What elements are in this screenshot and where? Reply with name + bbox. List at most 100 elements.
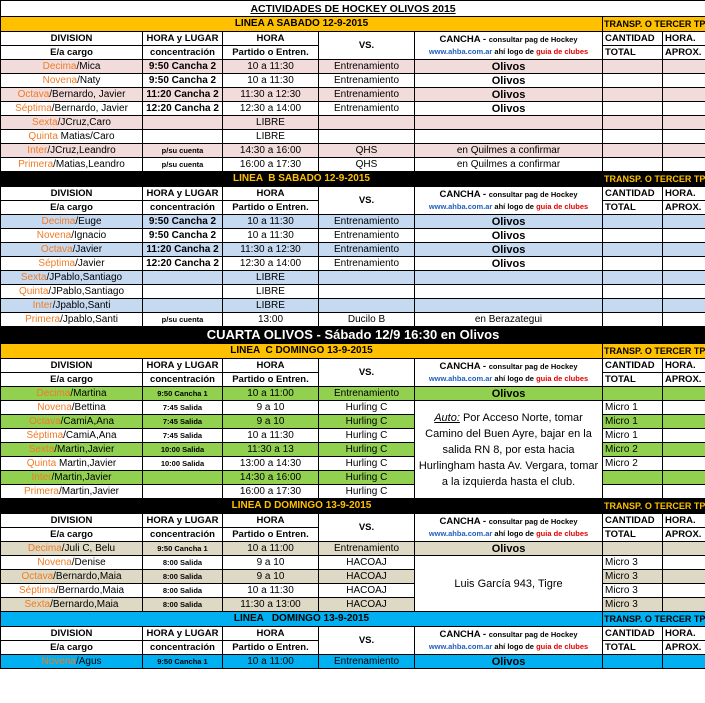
title-row: ACTIVIDADES DE HOCKEY OLIVOS 2015 [0, 0, 705, 17]
division-cell: Octava/Javier [0, 242, 143, 257]
vs-cell: Entrenamiento [318, 256, 415, 271]
cantidad-cell: Micro 3 [602, 597, 663, 612]
cantidad-cell [602, 284, 663, 299]
division-name: Decima [36, 387, 71, 399]
transp-label: TRANSP. O TERCER TPO [601, 611, 705, 627]
vs-cell: Hurling C [318, 456, 415, 471]
division-staff: /JPablo,Santiago [46, 271, 123, 283]
table-row: Sexta/JCruz,Caro LIBRE [0, 115, 705, 130]
hora-aprox-cell [661, 484, 705, 499]
cancha-label: CANCHA - [439, 188, 489, 200]
cantidad-cell: Micro 1 [602, 428, 663, 443]
division-name: Primera [25, 313, 61, 325]
header-partido: Partido o Entren. [222, 527, 319, 542]
header-ea-cargo: E/a cargo [0, 200, 143, 215]
column-header-row: DIVISION HORA y LUGAR HORA VS. CANCHA - cons… [0, 358, 705, 387]
division-name: Sexta [20, 271, 47, 283]
cancha-url: www.ahba.com.ar [428, 373, 493, 383]
hora-aprox-cell [661, 87, 705, 102]
table-row: Séptima/Javier 12:20 Cancha 2 12:30 a 14:0… [0, 256, 705, 271]
schedule-table: ACTIVIDADES DE HOCKEY OLIVOS 2015 LINEA … [0, 0, 705, 669]
hora-aprox-cell [661, 228, 705, 243]
table-row: Séptima/Bernardo, Javier 12:20 Cancha 2 12… [0, 101, 705, 116]
concentracion-cell: 11:20 Cancha 2 [142, 87, 223, 102]
cancha-merged-cell: Auto: Por Acceso Norte, tomar Camino del… [414, 400, 603, 499]
cancha-guia: guia de clubes [536, 46, 589, 56]
hora-cell: 10 a 11:00 [222, 654, 319, 669]
division-name: Octava [21, 570, 54, 582]
vs-cell: HACOAJ [318, 555, 415, 570]
header-partido: Partido o Entren. [222, 640, 319, 655]
division-cell: Sexta/Martin,Javier [0, 442, 143, 457]
concentracion-cell: 12:20 Cancha 2 [142, 256, 223, 271]
division-cell: Decima/Juli C, Belu [0, 541, 143, 556]
table-row: Novena/Agus 9:50 Cancha 1 10 a 11:00 Entren… [0, 654, 705, 669]
division-staff: /Matias,Leandro [53, 158, 125, 170]
vs-cell [318, 115, 415, 130]
division-staff: /Bernardo,Maia [55, 584, 125, 596]
division-cell: Octava/Bernardo, Javier [0, 87, 143, 102]
division-name: Novena [36, 229, 72, 241]
cancha-cell: Olivos [414, 386, 603, 401]
header-cantidad: CANTIDAD [602, 31, 663, 46]
section-title: LINEA D DOMINGO 13-9-2015 [0, 498, 603, 514]
division-cell: Quinta Matias/Caro [0, 129, 143, 144]
header-hora-lugar: HORA y LUGAR [142, 358, 223, 373]
division-cell: Decima/Euge [0, 214, 143, 229]
vs-cell: HACOAJ [318, 569, 415, 584]
hora-aprox-cell [661, 569, 705, 584]
division-staff: /Ignacio [71, 229, 107, 241]
vs-cell [318, 129, 415, 144]
cancha-cell: Olivos [414, 228, 603, 243]
concentracion-cell: 9:50 Cancha 1 [142, 541, 223, 556]
header-total: TOTAL [602, 45, 663, 60]
header-concentracion: concentración [142, 527, 223, 542]
division-cell: Quinta/JPablo,Santiago [0, 284, 143, 299]
cantidad-cell [602, 143, 663, 158]
division-name: Séptima [38, 257, 76, 269]
concentracion-cell: 8:00 Salida [142, 569, 223, 584]
header-hora-aprox: HORA. [661, 513, 705, 528]
cancha-url: www.ahba.com.ar [428, 641, 493, 651]
hora-cell: 11:30 a 13 [222, 442, 319, 457]
cancha-ahi: ahí logo de [492, 201, 537, 211]
header-vs: VS. [318, 186, 415, 215]
cantidad-cell: Micro 2 [602, 456, 663, 471]
division-staff: /Martin,Javier [59, 485, 120, 497]
concentracion-cell: 10:00 Salida [142, 442, 223, 457]
division-cell: Decima/Mica [0, 59, 143, 74]
cancha-directions: Por Acceso Norte, tomar Camino del Buen … [418, 411, 599, 488]
cancha-consult: consultar pag de Hockey [488, 629, 578, 639]
hora-cell: 13:00 a 14:30 [222, 456, 319, 471]
cantidad-cell: Micro 2 [602, 442, 663, 457]
hora-aprox-cell [661, 428, 705, 443]
hora-aprox-cell [661, 157, 705, 172]
division-name: Decima [41, 215, 76, 227]
cancha-guia: guia de clubes [536, 201, 589, 211]
division-cell: Novena/Agus [0, 654, 143, 669]
cantidad-cell [602, 541, 663, 556]
division-name: Séptima [18, 584, 56, 596]
division-name: Sexta [24, 598, 51, 610]
table-row: Octava/Bernardo, Javier 11:20 Cancha 2 11:… [0, 87, 705, 102]
division-staff: /Denise [71, 556, 106, 568]
hora-cell: LIBRE [222, 298, 319, 313]
division-cell: Séptima/Javier [0, 256, 143, 271]
cancha-consult: consultar pag de Hockey [488, 189, 578, 199]
header-partido: Partido o Entren. [222, 45, 319, 60]
table-row: Novena/Naty 9:50 Cancha 2 10 a 11:30 Entren… [0, 73, 705, 88]
header-total: TOTAL [602, 640, 663, 655]
concentracion-cell: 8:00 Salida [142, 583, 223, 598]
vs-cell [318, 284, 415, 299]
division-name: Octava [40, 243, 73, 255]
cancha-label: CANCHA - [439, 628, 489, 640]
division-name: Octava [28, 415, 61, 427]
hora-cell: 9 a 10 [222, 555, 319, 570]
division-staff: /Martina [70, 387, 107, 399]
cancha-cell: en Berazategui [414, 312, 603, 327]
header-division: DIVISION [0, 31, 143, 46]
hora-aprox-cell [661, 583, 705, 598]
concentracion-cell [142, 470, 223, 485]
cantidad-cell: Micro 1 [602, 400, 663, 415]
cantidad-cell [602, 101, 663, 116]
